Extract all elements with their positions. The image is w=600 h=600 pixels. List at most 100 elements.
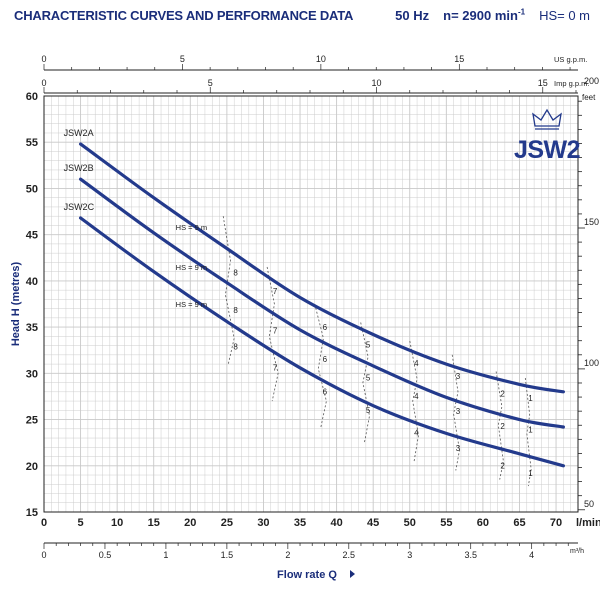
us-gpm-unit-label: US g.p.m. [554,55,587,64]
suction-line [524,377,532,487]
x-tick-label: 70 [550,517,562,529]
suction-label: 4 [414,359,419,368]
suction-label: 8 [233,342,238,351]
suction-line [266,266,279,402]
logo: JSW2 [514,108,581,164]
x-tick-label: 15 [148,517,160,529]
m3h-tick-label: 2.5 [343,550,356,560]
suction-line [314,303,327,429]
logo-text: JSW2 [514,136,580,164]
y-tick-label: 60 [26,91,38,103]
suction-label: 7 [273,364,278,373]
hs-label: HS = 9 m [176,223,207,232]
series-label-jsw2a: JSW2A [64,128,94,138]
suction-label: 1 [528,469,533,478]
m3h-tick-label: 2 [285,550,290,560]
m3h-unit-label: m³/h [570,548,584,555]
suction-label: 2 [500,389,505,398]
suction-line [451,354,460,471]
arrow-right-icon [350,570,355,578]
suction-label: 1 [528,425,533,434]
x-tick-label: 35 [294,517,306,529]
hs-label: HS = 9 m [176,263,207,272]
suction-label: 7 [273,287,278,296]
x-tick-label: 60 [477,517,489,529]
y-tick-label: 25 [26,415,38,427]
imp-gpm-tick-label: 10 [371,78,381,88]
bottom-axes: 0 5 10 15 20 25 30 35 40 45 50 55 60 65 70 l/min 0 0.5 1 1.… [41,517,600,581]
curve-labels: JSW2A JSW2B JSW2C HS = 9 m HS = 9 m HS = 9 m [64,128,208,309]
speed-label: n= 2900 min-1 [443,8,526,24]
suction-label: 5 [366,340,371,349]
y-tick-label: 45 [26,230,38,242]
suction-line [495,371,504,480]
curve-jsw2b [79,177,565,429]
x-tick-label: 10 [111,517,123,529]
suction-label: 3 [456,407,461,416]
y-tick-label: 35 [26,322,38,334]
m3h-tick-label: 1 [163,550,168,560]
suction-label: 5 [366,406,371,415]
suction-lines: 8 8 8 7 7 7 6 6 6 5 5 5 4 4 4 3 3 3 2 2 2 1 1 1 [222,216,533,487]
m3h-tick-label: 3.5 [464,550,477,560]
suction-label: 2 [500,422,505,431]
chart-grid [43,95,579,513]
x-tick-label: 50 [404,517,416,529]
x-tick-label: 0 [41,517,47,529]
x-tick-label: 45 [367,517,379,529]
suction-label: 3 [456,372,461,381]
y-tick-label: 20 [26,461,38,473]
us-gpm-tick-label: 15 [454,54,464,64]
imp-gpm-unit-label: Imp g.p.m. [554,79,589,88]
x-tick-label: 30 [257,517,269,529]
crown-icon [532,108,562,127]
hs-label: HS = 9 m [176,300,207,309]
header-specs: 50 Hz n= 2900 min-1 HS= 0 m [381,8,590,23]
suction-label: 4 [414,428,419,437]
feet-tick-label: 100 [584,358,599,368]
suction-line [409,340,419,462]
imp-gpm-tick-label: 5 [208,78,213,88]
y-tick-label: 15 [26,507,38,519]
suction-label: 1 [528,394,533,403]
series-label-jsw2b: JSW2B [64,163,94,173]
x-unit-label: l/min [576,517,600,529]
feet-tick-label: 150 [584,217,599,227]
x-tick-label: 65 [513,517,525,529]
suction-label: 5 [366,374,371,383]
x-tick-label: 25 [221,517,233,529]
m3h-tick-label: 1.5 [221,550,234,560]
y-tick-label: 40 [26,276,38,288]
x-axis-label: Flow rate Q [277,569,337,581]
x-tick-label: 5 [78,517,84,529]
suction-label: 8 [233,306,238,315]
us-gpm-tick-label: 10 [316,54,326,64]
m3h-tick-label: 4 [529,550,534,560]
y-tick-label: 30 [26,368,38,380]
plot-frame [43,95,579,513]
suction-label: 4 [414,392,419,401]
y-axis-label: Head H (metres) [10,261,22,346]
feet-tick-label: 200 [584,76,599,86]
suction-label: 7 [273,327,278,336]
curve-jsw2c [79,216,565,468]
suction-label: 2 [500,462,505,471]
suction-label: 3 [456,444,461,453]
curve-jsw2a [79,142,565,394]
left-axis: 15 20 25 30 35 40 45 50 55 60 Head H (metres) [10,91,38,519]
us-gpm-tick-label: 0 [41,54,46,64]
suction-line [360,322,370,443]
m3h-tick-label: 0.5 [99,550,112,560]
suction-line [222,216,235,365]
x-tick-label: 40 [330,517,342,529]
suction-label: 6 [323,355,328,364]
frequency-label: 50 Hz [395,8,430,24]
suction-label: 6 [323,388,328,397]
series-label-jsw2c: JSW2C [64,202,95,212]
m3h-tick-label: 0 [41,550,46,560]
suction-label: 8 [233,268,238,277]
feet-tick-label: 50 [584,499,594,509]
page-title: CHARACTERISTIC CURVES AND PERFORMANCE DA… [14,8,354,23]
imp-gpm-tick-label: 0 [41,78,46,88]
y-tick-label: 50 [26,183,38,195]
